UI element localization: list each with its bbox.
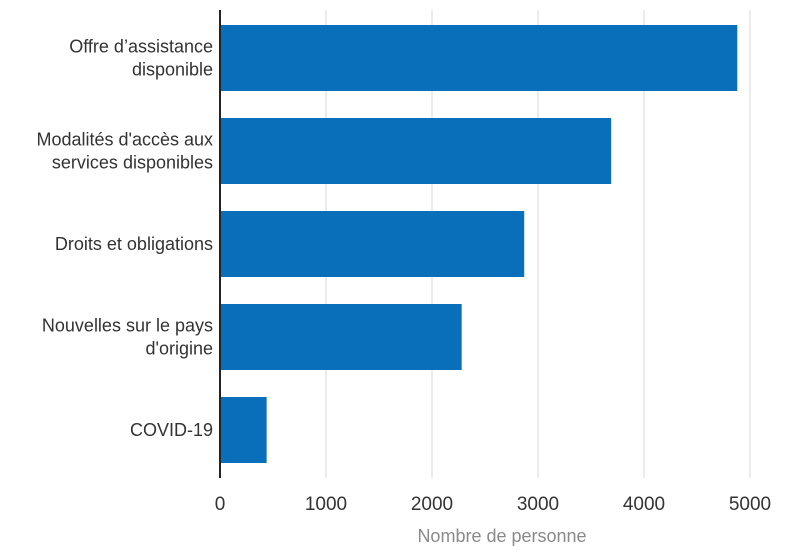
category-label-1-line-2: services disponibles xyxy=(52,153,213,173)
x-tick-label-3000: 3000 xyxy=(517,494,559,515)
category-label-2: Droits et obligations xyxy=(55,234,213,254)
category-label-1-line-1: Modalités d'accès aux xyxy=(36,130,213,150)
category-label-4: COVID-19 xyxy=(130,420,213,440)
bars xyxy=(220,25,738,463)
bar-2 xyxy=(220,211,525,277)
bar-3 xyxy=(220,304,462,370)
category-label-0-line-1: Offre d’assistance xyxy=(69,37,213,57)
x-tick-label-2000: 2000 xyxy=(411,494,453,515)
x-tick-labels: 0 1000 2000 3000 4000 5000 xyxy=(215,494,771,515)
bar-4 xyxy=(220,397,267,463)
x-tick-label-4000: 4000 xyxy=(623,494,665,515)
category-label-3-line-2: d'origine xyxy=(146,339,213,359)
category-labels: Offre d’assistance disponible Modalités d'… xyxy=(36,37,213,441)
x-tick-label-1000: 1000 xyxy=(305,494,347,515)
x-tick-label-5000: 5000 xyxy=(729,494,771,515)
category-label-3-line-1: Nouvelles sur le pays xyxy=(42,316,213,336)
bar-0 xyxy=(220,25,738,91)
category-label-0-line-2: disponible xyxy=(132,60,213,80)
bar-1 xyxy=(220,118,612,184)
x-tick-label-0: 0 xyxy=(215,494,226,515)
x-axis-title: Nombre de personne xyxy=(417,526,586,546)
